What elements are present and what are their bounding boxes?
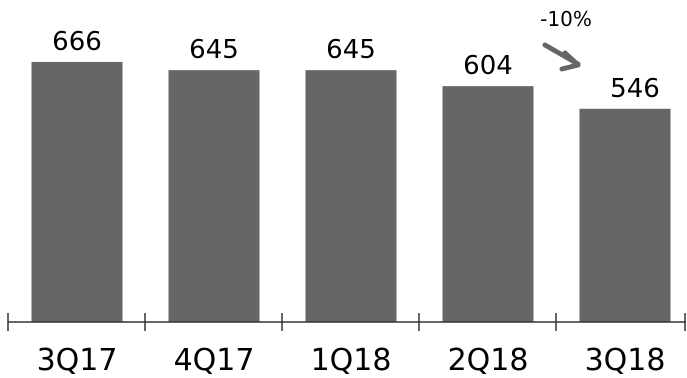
bar-1q18 bbox=[305, 70, 397, 322]
tick-label-3q17: 3Q17 bbox=[37, 343, 118, 378]
x-axis-tick-labels-group: 3Q17 4Q17 1Q18 2Q18 3Q18 bbox=[37, 343, 666, 378]
change-annotation: -10% bbox=[540, 7, 592, 72]
value-label-4q17: 645 bbox=[189, 35, 239, 65]
tick-label-2q18: 2Q18 bbox=[448, 343, 529, 378]
bar-3q17 bbox=[31, 61, 123, 322]
value-labels-group: 666 645 645 604 546 bbox=[52, 27, 660, 104]
bar-4q17 bbox=[168, 70, 260, 322]
bars-group bbox=[31, 61, 671, 322]
bar-2q18 bbox=[442, 86, 534, 322]
value-label-1q18: 645 bbox=[326, 35, 376, 65]
value-label-2q18: 604 bbox=[463, 51, 513, 81]
value-label-3q18: 546 bbox=[610, 74, 660, 104]
x-axis-ticks-group bbox=[7, 313, 686, 331]
annotation-arrow-head bbox=[559, 50, 581, 72]
value-label-3q17: 666 bbox=[52, 27, 102, 57]
tick-label-4q17: 4Q17 bbox=[174, 343, 255, 378]
tick-label-3q18: 3Q18 bbox=[585, 343, 666, 378]
bar-3q18 bbox=[579, 108, 671, 322]
annotation-label: -10% bbox=[540, 7, 592, 31]
tick-label-1q18: 1Q18 bbox=[311, 343, 392, 378]
